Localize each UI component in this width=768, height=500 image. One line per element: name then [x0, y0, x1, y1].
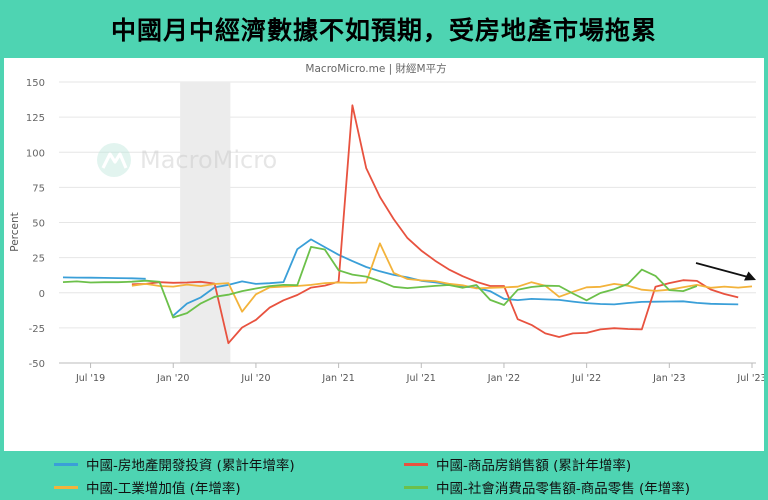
x-tick-label: Jul '23 [736, 373, 764, 384]
legend-swatch [404, 462, 428, 466]
grid-layer [59, 81, 756, 364]
trend-arrow-icon [695, 262, 756, 281]
x-tick-label: Jan '20 [156, 373, 189, 384]
y-tick-label: 75 [32, 183, 45, 194]
x-tick-label: Jul '20 [240, 373, 270, 384]
legend-item-property-sales[interactable]: 中國-商品房銷售額 (累計年增率) [404, 454, 631, 474]
legend-item-industrial-output[interactable]: 中國-工業增加值 (年增率) [54, 477, 241, 497]
legend-swatch [54, 462, 78, 466]
x-tick-label: Jul '22 [571, 373, 601, 384]
legend-label: 中國-工業增加值 (年增率) [86, 481, 241, 497]
watermark: MacroMicro [97, 143, 277, 177]
banner-title: 中國月中經濟數據不如預期，受房地產市場拖累 [110, 16, 657, 45]
line-chart: MacroMicro.me | 財經M平方 MacroMicro 1501251… [9, 62, 767, 384]
watermark-logo-icon [97, 143, 131, 177]
x-tick-label: Jul '21 [406, 373, 436, 384]
y-tick-label: 150 [26, 78, 45, 89]
legend: 中國-房地產開發投資 (累計年增率) 中國-商品房銷售額 (累計年增率) 中國-… [54, 454, 754, 500]
axis-layer: 150 125 100 75 50 25 0 -25 -50 Jul '19 Jan '20 Jul … [26, 78, 767, 384]
series-line-3 [62, 246, 698, 319]
legend-item-investment[interactable]: 中國-房地產開發投資 (累計年增率) [54, 454, 295, 474]
banner: 中國月中經濟數據不如預期，受房地產市場拖累 [0, 0, 768, 58]
y-tick-label: 50 [32, 219, 45, 230]
series-line-0 [62, 238, 739, 317]
watermark-text: MacroMicro [140, 146, 277, 174]
legend-label: 中國-社會消費品零售額-商品零售 (年增率) [436, 481, 691, 497]
legend-label: 中國-商品房銷售額 (累計年增率) [436, 458, 632, 474]
series-layer [62, 104, 753, 345]
chart-panel: MacroMicro.me | 財經M平方 MacroMicro 150 125 1… [4, 58, 767, 497]
y-axis-label: Percent [9, 212, 21, 252]
y-tick-label: 100 [26, 148, 45, 159]
legend-item-retail-sales[interactable]: 中國-社會消費品零售額-商品零售 (年增率) [404, 477, 690, 497]
y-tick-label: -25 [29, 324, 45, 335]
y-tick-label: 25 [32, 254, 45, 265]
legend-swatch [54, 485, 78, 489]
x-tick-label: Jul '19 [75, 373, 105, 384]
y-tick-label: 125 [26, 113, 45, 124]
series-line-2 [131, 242, 753, 313]
x-tick-label: Jan '23 [652, 373, 685, 384]
legend-swatch [404, 485, 428, 489]
x-tick-label: Jan '22 [487, 373, 520, 384]
y-tick-label: 0 [39, 289, 45, 300]
series-line-1 [131, 104, 739, 345]
x-tick-label: Jan '21 [321, 373, 354, 384]
source-label: MacroMicro.me | 財經M平方 [305, 62, 446, 75]
y-tick-label: -50 [29, 359, 45, 370]
legend-label: 中國-房地產開發投資 (累計年增率) [86, 458, 295, 474]
